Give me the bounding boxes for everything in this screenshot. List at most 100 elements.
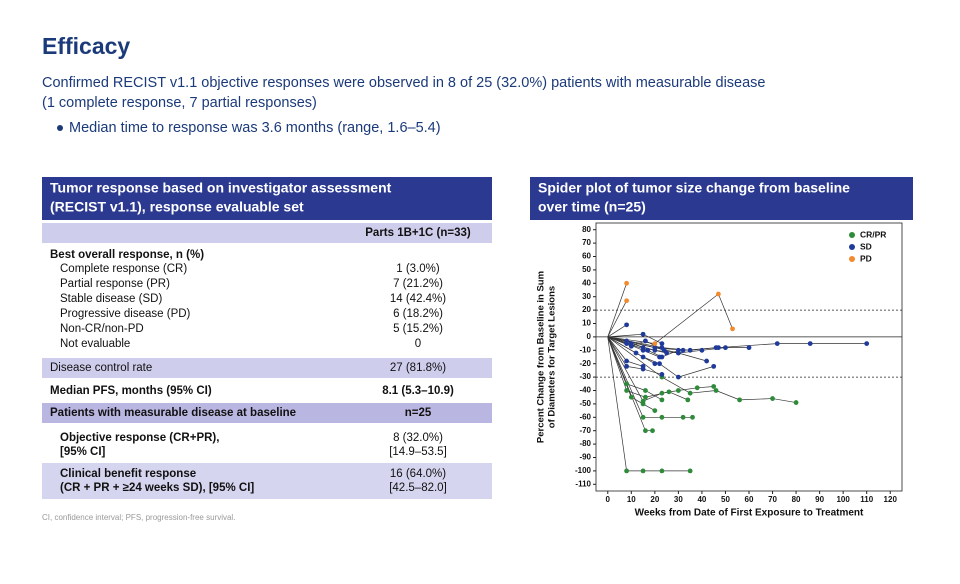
patient-point xyxy=(624,358,629,364)
x-axis-label: Weeks from Date of First Exposure to Tre… xyxy=(635,508,864,519)
text: (RECIST v1.1), response evaluable set xyxy=(50,199,304,215)
text: Confirmed RECIST v1.1 objective response… xyxy=(42,75,766,91)
patient-point xyxy=(640,468,646,474)
patient-point xyxy=(640,345,646,351)
patient-point xyxy=(659,390,665,396)
text: [14.9–53.5] xyxy=(389,446,447,458)
legend-label: SD xyxy=(860,241,872,251)
text: 14 (42.4%) xyxy=(390,293,446,305)
patient-point xyxy=(643,394,648,400)
patient-point xyxy=(659,341,665,346)
patient-point xyxy=(713,388,719,393)
legend-marker xyxy=(849,244,855,250)
text: Partial response (PR) xyxy=(60,278,170,290)
patient-point xyxy=(687,468,693,474)
y-tick-label: 30 xyxy=(582,292,591,301)
column-header xyxy=(42,223,492,243)
patient-line xyxy=(607,293,733,344)
y-tick-label: -60 xyxy=(579,412,591,421)
patient-point xyxy=(640,354,646,360)
text: 8 (32.0%) xyxy=(393,432,443,444)
row-shade xyxy=(42,403,492,423)
bullet-dot xyxy=(57,125,63,131)
row-shade xyxy=(42,358,492,378)
y-tick-label: 10 xyxy=(582,319,591,328)
patient-point xyxy=(652,345,658,351)
x-tick-label: 30 xyxy=(674,495,683,504)
x-tick-label: 70 xyxy=(768,495,777,504)
y-tick-label: 0 xyxy=(587,332,592,341)
text: 8.1 (5.3–10.9) xyxy=(382,385,454,397)
x-tick-label: 80 xyxy=(792,495,801,504)
y-tick-label: -10 xyxy=(579,345,591,354)
text: [42.5–82.0] xyxy=(389,482,447,494)
y-tick-label: 60 xyxy=(582,252,591,261)
title: Efficacy xyxy=(42,33,130,59)
y-tick-label: 70 xyxy=(582,238,591,247)
y-tick-label: -20 xyxy=(579,359,591,368)
x-tick-label: 110 xyxy=(860,495,873,504)
patient-point xyxy=(624,322,629,328)
patient-point xyxy=(704,358,710,364)
patient-point xyxy=(652,341,658,346)
legend-label: CR/PR xyxy=(860,229,886,239)
patient-point xyxy=(690,414,695,420)
x-tick-label: 40 xyxy=(697,495,706,504)
x-tick-label: 100 xyxy=(836,495,850,504)
patient-point xyxy=(640,366,646,372)
chart-header xyxy=(530,177,913,220)
patient-point xyxy=(628,343,634,349)
patient-point xyxy=(694,385,700,391)
patient-point xyxy=(645,347,651,353)
x-tick-label: 0 xyxy=(606,495,611,504)
patient-point xyxy=(737,397,742,403)
patient-point xyxy=(723,345,728,351)
text: 16 (64.0%) xyxy=(390,468,446,480)
patient-point xyxy=(640,401,646,407)
patient-point xyxy=(640,331,646,337)
patient-line xyxy=(607,324,627,338)
y-tick-label: -30 xyxy=(579,372,591,381)
text: Median PFS, months (95% CI) xyxy=(50,385,212,397)
text: over time (n=25) xyxy=(538,199,646,215)
patient-point xyxy=(659,354,665,360)
patient-point xyxy=(624,280,629,286)
text: Stable disease (SD) xyxy=(60,293,162,305)
text: Disease control rate xyxy=(50,362,152,374)
text: Best overall response, n (%) xyxy=(50,249,204,261)
y-tick-label: 40 xyxy=(582,278,591,287)
patient-line xyxy=(607,336,691,472)
text: n=25 xyxy=(405,407,432,419)
patient-point xyxy=(628,394,634,400)
patient-point xyxy=(657,361,662,367)
y-tick-label: -110 xyxy=(575,479,591,488)
y-tick-label: -80 xyxy=(579,439,591,448)
patient-point xyxy=(640,414,646,420)
text: Median time to response was 3.6 months (… xyxy=(69,120,441,136)
patient-point xyxy=(711,384,717,389)
y-tick-label: -90 xyxy=(579,453,591,462)
y-tick-label: 80 xyxy=(582,225,591,234)
patient-point xyxy=(807,341,813,346)
legend-marker xyxy=(849,232,855,238)
text: 6 (18.2%) xyxy=(393,308,443,320)
text: 1 (3.0%) xyxy=(396,263,440,275)
patient-point xyxy=(652,408,658,413)
patient-point xyxy=(675,374,681,380)
text: [95% CI] xyxy=(60,446,106,458)
patient-point xyxy=(643,428,648,434)
patient-line xyxy=(607,336,663,375)
patient-point xyxy=(864,341,870,346)
y-tick-label: 20 xyxy=(582,305,591,314)
patient-point xyxy=(624,388,629,393)
patient-point xyxy=(675,350,681,356)
y-tick-label: -100 xyxy=(575,466,592,475)
text: Objective response (CR+PR), xyxy=(60,432,219,444)
patient-point xyxy=(680,414,686,420)
y-tick-label: -40 xyxy=(579,386,591,395)
patient-point xyxy=(666,389,672,395)
patient-point xyxy=(650,428,655,434)
patient-point xyxy=(774,341,780,346)
x-tick-label: 50 xyxy=(721,495,730,504)
text: Spider plot of tumor size change from ba… xyxy=(538,180,850,196)
